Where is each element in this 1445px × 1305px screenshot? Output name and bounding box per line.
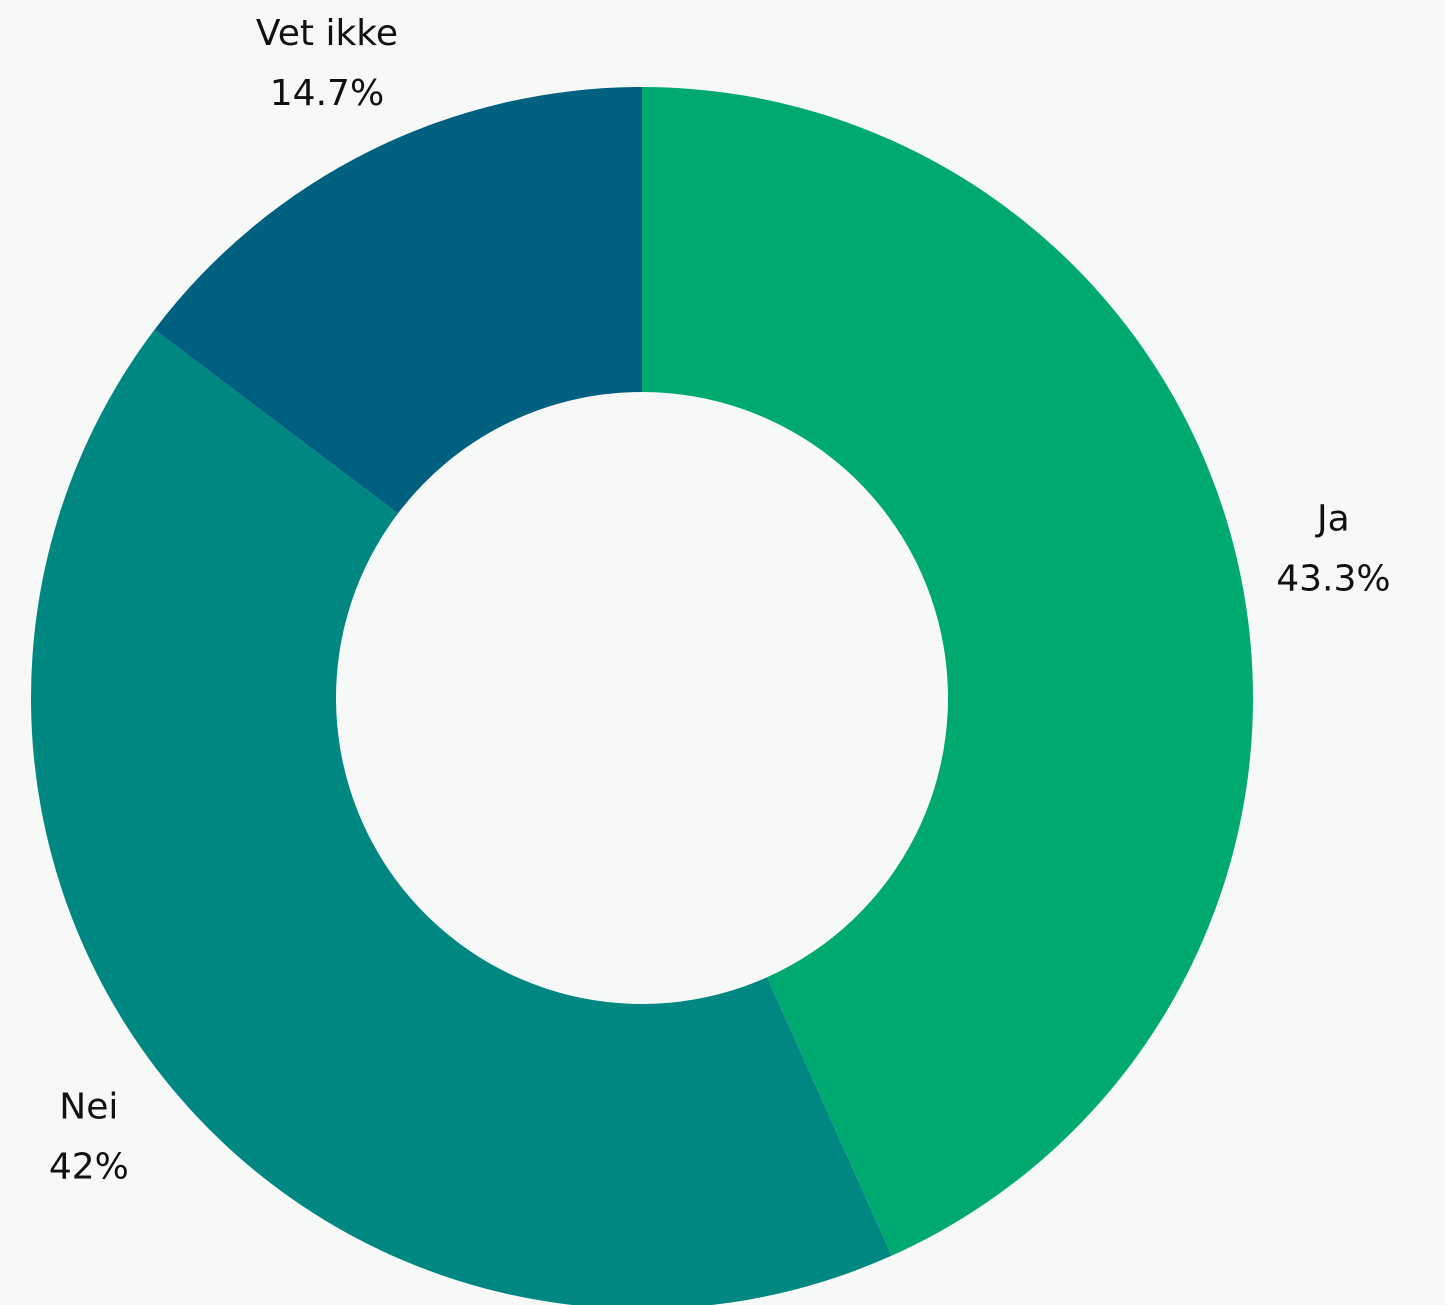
slice-value-label: 14.7% <box>270 73 384 114</box>
slice-value-label: 42% <box>49 1146 129 1187</box>
slice-label: Nei <box>59 1086 118 1127</box>
donut-slice <box>154 87 642 514</box>
slice-label: Vet ikke <box>256 13 398 54</box>
slice-value-label: 43.3% <box>1276 558 1390 599</box>
slice-label: Ja <box>1315 498 1350 539</box>
donut-slice <box>31 329 892 1305</box>
donut-slice <box>642 87 1254 1256</box>
